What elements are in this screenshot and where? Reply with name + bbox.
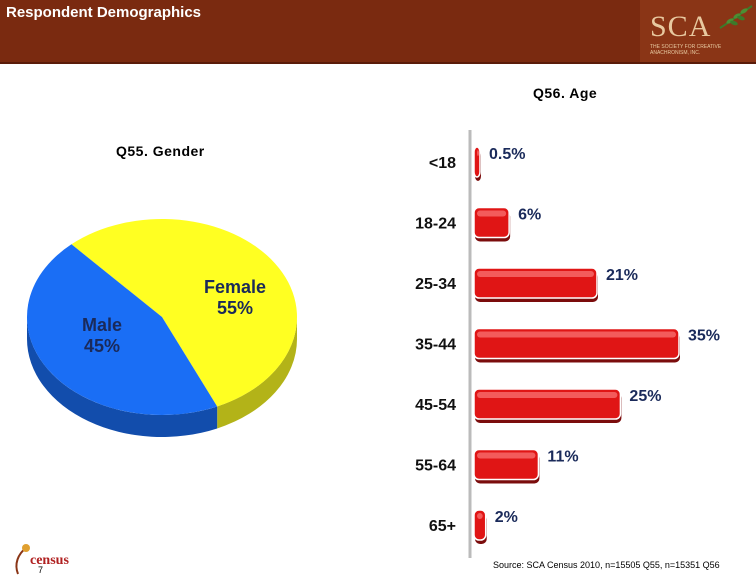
value-label: 25% [629, 388, 661, 405]
pie-slice-male [27, 244, 218, 415]
header-bar: Respondent Demographics SCA THE SOCIETY … [0, 0, 756, 64]
bar-highlight-0 [477, 150, 479, 156]
gender-chart-title: Q55. Gender [116, 143, 205, 159]
bar-highlight-4 [477, 392, 618, 398]
pie-slice-female [71, 218, 297, 407]
bar-highlight-6 [477, 513, 483, 519]
pie-side-female [217, 317, 297, 429]
laurel-icon [719, 5, 753, 29]
logo-subtitle: THE SOCIETY FOR CREATIVE ANACHRONISM, IN… [650, 44, 722, 56]
value-label: 21% [606, 267, 638, 284]
age-chart-title: Q56. Age [533, 85, 598, 101]
value-label: 0.5% [489, 146, 525, 163]
page-title: Respondent Demographics [6, 4, 202, 21]
logo-text: SCA [650, 10, 712, 43]
sca-logo: SCA THE SOCIETY FOR CREATIVE ANACHRONISM… [640, 0, 756, 62]
badge-text: census [30, 553, 69, 568]
value-label: 11% [547, 449, 578, 466]
category-label: 45-54 [415, 397, 456, 414]
census-badge-icon: census [15, 544, 69, 575]
page-number: 7 [38, 565, 44, 575]
bar-highlight-3 [477, 331, 676, 338]
pie-label-female: Female [204, 277, 266, 297]
value-label: 35% [688, 328, 720, 345]
bar-highlight-5 [477, 452, 536, 459]
category-label: 35-44 [415, 337, 456, 354]
bar-highlight-1 [477, 210, 507, 217]
pie-label-male: Male [82, 315, 122, 335]
pie-side-male [27, 317, 218, 437]
source-note: Source: SCA Census 2010, n=15505 Q55, n=… [493, 560, 720, 570]
value-label: 2% [495, 509, 518, 526]
bar-<18 [473, 146, 481, 178]
value-label: 6% [518, 207, 541, 224]
category-label: 18-24 [415, 216, 456, 233]
age-bar-chart: <18 0.5% 18-24 6% 25-34 21% 35-44 35% 45-54 25% 55… [415, 130, 720, 558]
category-label: 65+ [429, 518, 456, 535]
bar-highlight-2 [477, 271, 594, 277]
bar-65+ [473, 509, 487, 541]
category-label: <18 [429, 155, 456, 172]
category-label: 25-34 [415, 276, 456, 293]
pie-value-female: 55% [217, 298, 253, 318]
pie-value-male: 45% [84, 336, 120, 356]
category-label: 55-64 [415, 458, 456, 475]
